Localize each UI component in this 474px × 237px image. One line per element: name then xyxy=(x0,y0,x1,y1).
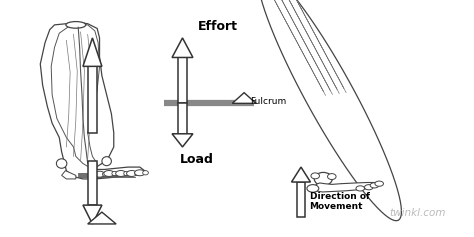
Ellipse shape xyxy=(112,171,118,176)
Polygon shape xyxy=(292,167,310,182)
Ellipse shape xyxy=(311,173,319,179)
Polygon shape xyxy=(83,205,102,224)
Ellipse shape xyxy=(116,171,126,176)
Ellipse shape xyxy=(124,171,129,176)
Polygon shape xyxy=(172,38,193,58)
Polygon shape xyxy=(83,38,102,66)
Polygon shape xyxy=(88,161,97,205)
Ellipse shape xyxy=(56,159,67,168)
Ellipse shape xyxy=(127,171,137,176)
Polygon shape xyxy=(172,134,193,147)
Ellipse shape xyxy=(66,22,86,28)
Text: Effort: Effort xyxy=(198,20,237,33)
Text: Direction of
Movement: Direction of Movement xyxy=(310,192,370,211)
Polygon shape xyxy=(51,24,100,171)
Ellipse shape xyxy=(102,157,111,166)
Polygon shape xyxy=(178,103,187,134)
Polygon shape xyxy=(178,58,187,103)
Ellipse shape xyxy=(314,173,332,185)
Ellipse shape xyxy=(370,183,379,188)
Ellipse shape xyxy=(102,172,108,176)
Polygon shape xyxy=(62,171,76,179)
Ellipse shape xyxy=(307,185,319,192)
Ellipse shape xyxy=(328,173,336,180)
Text: Load: Load xyxy=(180,153,214,166)
Ellipse shape xyxy=(356,186,365,191)
Ellipse shape xyxy=(135,170,145,176)
Ellipse shape xyxy=(375,181,383,186)
Polygon shape xyxy=(88,66,97,133)
Polygon shape xyxy=(88,212,116,224)
Ellipse shape xyxy=(135,171,140,176)
Ellipse shape xyxy=(104,171,114,176)
Polygon shape xyxy=(40,23,147,179)
Polygon shape xyxy=(297,182,305,217)
Ellipse shape xyxy=(94,171,105,177)
Polygon shape xyxy=(232,93,256,103)
Polygon shape xyxy=(313,182,379,192)
Text: Fulcrum: Fulcrum xyxy=(250,97,286,106)
Ellipse shape xyxy=(365,185,373,190)
Ellipse shape xyxy=(143,171,148,175)
Text: twinkl.com: twinkl.com xyxy=(389,208,446,218)
Polygon shape xyxy=(257,0,401,221)
